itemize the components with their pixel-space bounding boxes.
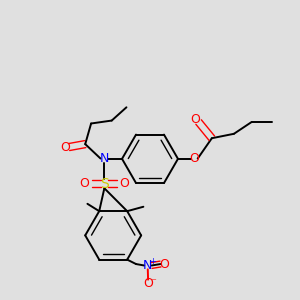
Text: N: N xyxy=(100,152,109,165)
Text: O: O xyxy=(159,257,169,271)
Text: +: + xyxy=(150,257,157,266)
Text: S: S xyxy=(100,177,109,191)
Text: N: N xyxy=(143,259,152,272)
Text: O: O xyxy=(119,177,129,190)
Text: O: O xyxy=(143,277,153,290)
Text: O: O xyxy=(189,152,199,165)
Text: O: O xyxy=(80,177,89,190)
Text: O: O xyxy=(60,141,70,154)
Text: O: O xyxy=(190,113,200,126)
Text: ⁻: ⁻ xyxy=(150,277,156,287)
